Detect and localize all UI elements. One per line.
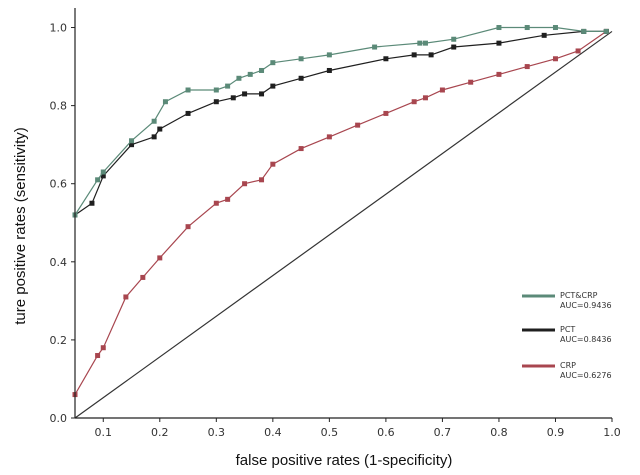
y-tick-label: 0.6: [50, 178, 68, 191]
series-line-crp: [74, 30, 607, 395]
data-point-pct: [541, 32, 547, 38]
data-point-pct-crp: [236, 75, 242, 81]
data-point-pct: [270, 83, 276, 89]
y-tick-label: 0.4: [50, 256, 68, 269]
data-point-pct-crp: [213, 87, 219, 93]
data-point-pct: [451, 44, 457, 50]
y-tick-label: 0.2: [50, 334, 68, 347]
data-point-crp: [524, 64, 530, 70]
x-tick-label: 0.6: [377, 426, 395, 439]
data-point-pct-crp: [259, 67, 265, 73]
data-point-crp: [439, 87, 445, 93]
series-pct-crp: [72, 25, 609, 218]
x-tick-label: 1.0: [603, 426, 621, 439]
data-point-crp: [259, 177, 265, 183]
y-tick-label: 0.8: [50, 100, 68, 113]
data-point-pct: [496, 40, 502, 46]
data-point-pct-crp: [422, 40, 428, 46]
data-point-crp: [552, 56, 558, 62]
data-point-pct-crp: [417, 40, 423, 46]
series-crp: [72, 28, 609, 398]
data-point-pct: [242, 91, 248, 97]
data-point-pct: [383, 56, 389, 62]
data-point-pct-crp: [372, 44, 378, 50]
series-line-pct: [74, 30, 607, 216]
data-point-crp: [422, 95, 428, 101]
data-point-pct: [298, 75, 304, 81]
data-point-crp: [123, 294, 129, 300]
data-point-pct-crp: [247, 71, 253, 77]
data-point-pct-crp: [524, 25, 530, 31]
legend-auc-pct-crp: AUC=0.9436: [560, 301, 612, 310]
data-point-pct-crp: [151, 118, 157, 124]
legend-auc-crp: AUC=0.6276: [560, 371, 612, 380]
data-point-pct-crp: [298, 56, 304, 62]
data-point-pct: [259, 91, 265, 97]
data-point-pct-crp: [552, 25, 558, 31]
data-point-crp: [468, 79, 474, 85]
x-tick-label: 0.3: [208, 426, 226, 439]
data-point-crp: [298, 146, 304, 152]
data-point-pct: [89, 200, 95, 206]
x-axis-title: false positive rates (1-specificity): [236, 452, 453, 469]
data-point-pct-crp: [326, 52, 332, 58]
x-tick-label: 0.5: [321, 426, 339, 439]
legend-label-crp: CRP: [560, 361, 576, 370]
data-point-pct: [326, 67, 332, 73]
data-point-crp: [270, 161, 276, 167]
axes: 0.1 0.2 0.3 0.4 0.5 0.6 0.7 0.8 0.9 1.0 0.0 0.2 0.4 0…: [50, 8, 621, 439]
data-point-pct-crp: [496, 25, 502, 31]
data-point-crp: [95, 353, 101, 359]
x-tick-label: 0.9: [547, 426, 565, 439]
data-point-crp: [213, 200, 219, 206]
y-tick-label: 1.0: [50, 22, 68, 35]
plot-marks: [72, 25, 613, 419]
data-point-pct-crp: [162, 99, 168, 105]
data-point-crp: [185, 224, 191, 230]
data-point-pct: [230, 95, 236, 101]
data-point-pct-crp: [270, 60, 276, 66]
x-tick-label: 0.2: [151, 426, 169, 439]
x-tick-label: 0.7: [434, 426, 452, 439]
legend-label-pct-crp: PCT&CRP: [560, 291, 598, 300]
data-point-pct: [157, 126, 163, 132]
data-point-crp: [140, 274, 146, 280]
x-tick-label: 0.4: [264, 426, 282, 439]
data-point-crp: [575, 48, 581, 54]
data-point-pct: [100, 173, 106, 179]
data-point-pct: [129, 142, 135, 148]
data-point-pct-crp: [185, 87, 191, 93]
data-point-crp: [225, 196, 231, 202]
data-point-crp: [355, 122, 361, 128]
x-tick-label: 0.1: [95, 426, 113, 439]
legend-label-pct: PCT: [560, 325, 575, 334]
data-point-crp: [411, 99, 417, 105]
data-point-pct: [185, 110, 191, 116]
data-point-pct: [151, 134, 157, 140]
data-point-pct-crp: [95, 177, 101, 183]
data-point-pct: [213, 99, 219, 105]
data-point-pct-crp: [225, 83, 231, 89]
data-point-crp: [496, 71, 502, 77]
data-point-pct-crp: [451, 36, 457, 42]
data-point-crp: [242, 181, 248, 187]
data-point-crp: [157, 255, 163, 261]
data-point-pct-crp: [581, 28, 587, 34]
data-point-crp: [326, 134, 332, 140]
legend-auc-pct: AUC=0.8436: [560, 335, 612, 344]
data-point-crp: [383, 110, 389, 116]
data-point-pct: [411, 52, 417, 58]
reference-diagonal-line: [74, 30, 613, 419]
data-point-pct: [428, 52, 434, 58]
y-axis-title: ture positive rates (sensitivity): [12, 127, 29, 325]
data-point-pct-crp: [129, 138, 135, 144]
y-tick-label: 0.0: [50, 412, 68, 425]
data-point-pct-crp: [603, 28, 609, 34]
data-point-pct-crp: [100, 169, 106, 175]
data-point-crp: [100, 345, 106, 351]
series-line-pct-crp: [74, 26, 607, 216]
x-tick-label: 0.8: [490, 426, 508, 439]
